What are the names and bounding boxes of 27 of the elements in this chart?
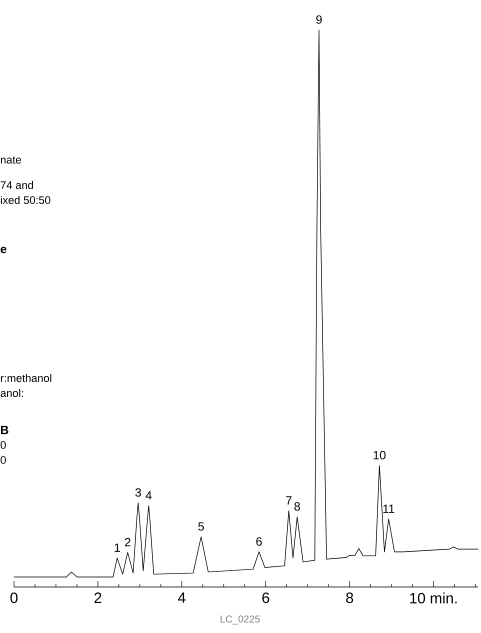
- x-tick-label: 0: [10, 592, 18, 604]
- annotation: 8: [294, 502, 300, 511]
- x-tick-label: 6: [262, 592, 270, 604]
- annotation: 7: [286, 496, 292, 504]
- annotation: 2: [124, 538, 130, 546]
- x-tick-label: 10 min.: [410, 592, 457, 604]
- annotation: 4: [146, 491, 152, 500]
- x-tick-label: 2: [94, 592, 102, 603]
- text: B: [0, 426, 8, 434]
- annotation: 3: [135, 488, 141, 497]
- x-tick-label: 8: [346, 592, 354, 604]
- annotation: 5: [198, 522, 204, 531]
- annotation: 9: [316, 15, 322, 24]
- annotation: nate: [0, 156, 22, 164]
- annotation: r:methanol: [0, 374, 52, 382]
- text: e: [0, 246, 6, 254]
- text: 0: [0, 456, 6, 464]
- text: LC_0225: [220, 616, 260, 624]
- annotation: anol:: [0, 388, 23, 398]
- annotation: 11: [383, 504, 394, 513]
- x-tick-label: 4: [178, 592, 186, 603]
- annotation: ixed 50:50: [0, 196, 50, 204]
- annotation: 1: [114, 544, 120, 552]
- annotation: 6: [256, 537, 262, 546]
- annotation: 10: [374, 450, 386, 460]
- text: 0: [0, 441, 6, 449]
- annotation: 74 and: [0, 180, 33, 190]
